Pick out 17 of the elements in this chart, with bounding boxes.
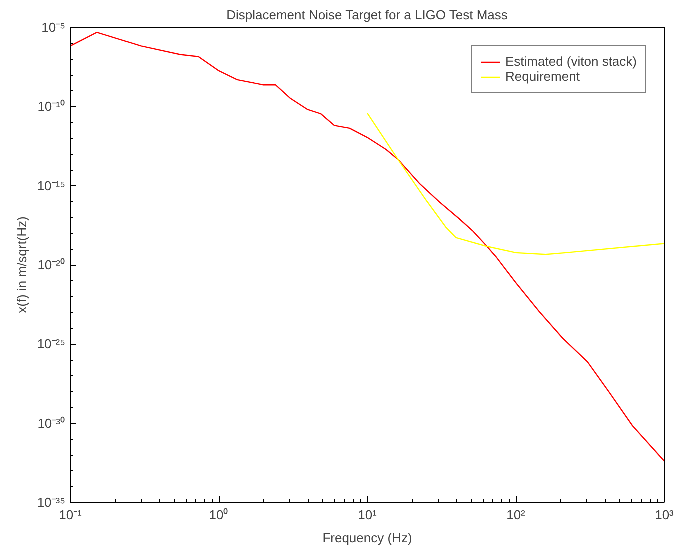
x-axis-title: Frequency (Hz) [322,530,412,546]
y-tick-label: 10⁻¹⁰ [38,99,66,114]
x-tick-label: 10⁰ [209,508,229,522]
y-tick-label: 10⁻⁵ [42,20,66,35]
y-tick-label: 10⁻³⁰ [38,416,66,431]
y-axis-title: x(f) in m/sqrt(Hz) [14,216,30,314]
legend-label: Requirement [506,69,580,84]
x-tick-label: 10³ [655,508,675,522]
y-tick-label: 10⁻²⁰ [38,258,66,272]
x-tick-label: 10¹ [358,508,378,522]
x-tick-label: 10² [506,508,526,522]
y-tick-label: 10⁻²⁵ [37,336,66,352]
chart-title: Displacement Noise Target for a LIGO Test Mass [226,8,508,22]
legend-label: Estimated (viton stack) [506,54,637,69]
y-tick-label: 10⁻¹⁵ [37,178,66,194]
x-tick-label: 10⁻¹ [59,508,83,522]
y-tick-label: 10⁻³⁵ [37,495,66,510]
